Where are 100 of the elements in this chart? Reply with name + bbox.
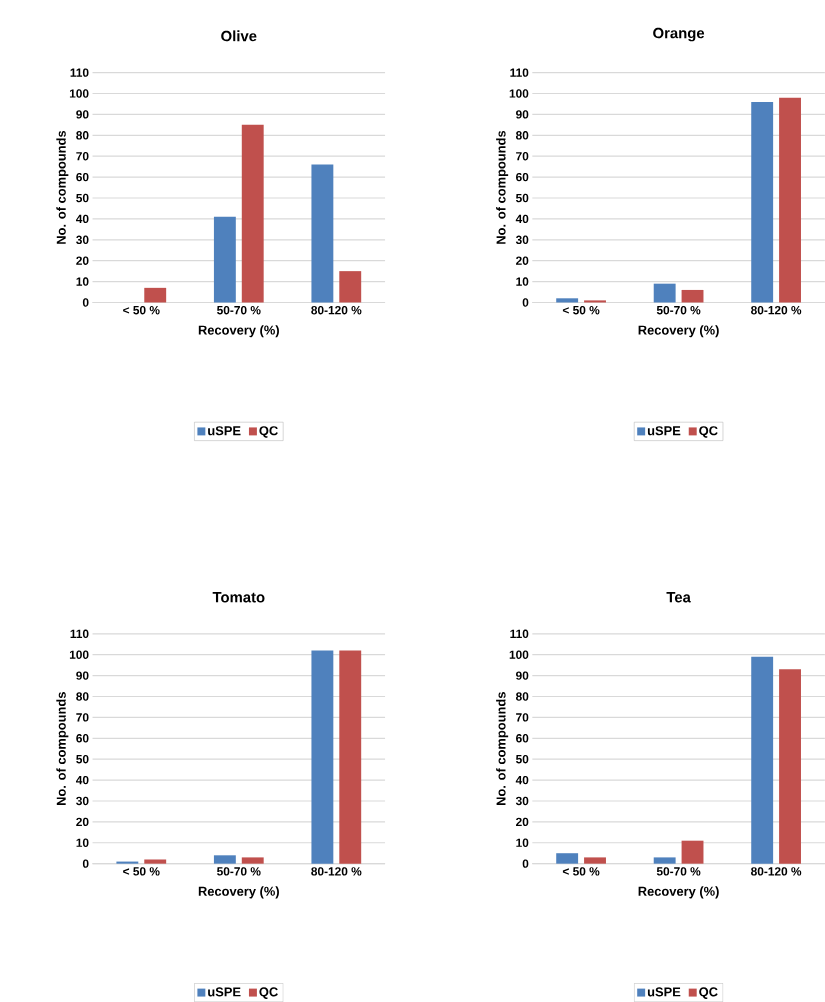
y-tick-label: 60 (76, 172, 89, 182)
bar (681, 840, 704, 864)
legend-label: uSPE (647, 426, 681, 436)
y-tick-label: 80 (515, 692, 529, 701)
chart-title: Olive (221, 30, 257, 42)
y-tick-label: 100 (69, 89, 89, 98)
y-tick-label: 20 (515, 817, 529, 827)
y-tick-label: 80 (515, 131, 529, 140)
y-tick-label: 50 (75, 754, 89, 764)
bar (653, 857, 676, 864)
bar (778, 97, 801, 303)
y-tick-label: 110 (70, 629, 89, 639)
bar (681, 289, 704, 303)
x-axis-title: Recovery (%) (198, 886, 279, 899)
y-tick-label: 70 (515, 713, 529, 722)
y-tick-label: 100 (509, 89, 529, 98)
y-tick-label: 70 (76, 713, 89, 722)
y-tick-label: 10 (516, 838, 529, 847)
bar (144, 859, 166, 864)
y-tick-label: 0 (522, 859, 529, 868)
y-tick-label: 0 (82, 859, 89, 868)
chart-title: Tomato (212, 592, 265, 603)
x-tick-label: 50-70 % (216, 867, 261, 876)
y-tick-label: 100 (509, 650, 529, 659)
y-tick-label: 30 (75, 235, 89, 245)
bar (116, 861, 139, 864)
x-tick-label: 80-120 % (750, 867, 802, 876)
bar (555, 298, 578, 303)
bar (751, 101, 773, 303)
y-tick-label: 10 (516, 277, 529, 286)
y-tick-label: 90 (76, 671, 89, 680)
y-tick-label: 60 (515, 172, 529, 182)
x-tick-label: 80-120 % (311, 867, 362, 876)
x-tick-label: 80-120 % (311, 305, 362, 315)
y-tick-label: 30 (515, 796, 529, 806)
legend-label: QC (699, 987, 718, 999)
y-tick-label: 100 (69, 650, 89, 659)
y-axis-title: No. of compounds (56, 130, 69, 244)
y-tick-label: 40 (515, 775, 529, 785)
chart-title: Orange (652, 27, 704, 42)
x-tick-label: 50-70 % (216, 305, 261, 315)
y-tick-label: 60 (515, 734, 529, 743)
y-tick-label: 0 (82, 298, 89, 307)
x-axis-title: Recovery (%) (198, 325, 279, 338)
bar (555, 853, 578, 864)
y-tick-label: 50 (515, 193, 529, 203)
legend-label: uSPE (207, 426, 241, 436)
y-tick-label: 30 (75, 796, 89, 806)
y-tick-label: 40 (75, 775, 89, 785)
y-tick-label: 90 (515, 671, 529, 680)
y-tick-label: 60 (76, 734, 89, 743)
bar (339, 271, 361, 303)
y-tick-label: 20 (76, 256, 89, 265)
x-axis-title: Recovery (%) (638, 325, 719, 338)
legend-label: QC (259, 987, 278, 999)
legend-label: QC (259, 426, 278, 438)
y-tick-label: 10 (76, 838, 89, 847)
bar (213, 855, 236, 864)
y-tick-label: 40 (515, 214, 529, 224)
y-tick-label: 110 (510, 68, 529, 77)
y-tick-label: 20 (515, 256, 529, 265)
bar (144, 287, 166, 303)
y-tick-label: 50 (75, 193, 89, 203)
y-tick-label: 80 (75, 692, 89, 701)
y-axis-title: No. of compounds (56, 692, 69, 806)
bar (241, 124, 264, 303)
bar (339, 650, 361, 864)
y-tick-label: 90 (515, 110, 529, 119)
y-tick-label: 110 (70, 68, 89, 77)
bar (583, 857, 606, 864)
y-tick-label: 110 (510, 629, 529, 639)
legend-label: QC (699, 426, 718, 438)
y-tick-label: 20 (76, 817, 89, 827)
bar (241, 857, 264, 864)
x-tick-label: 50-70 % (656, 867, 701, 876)
legend-label: uSPE (647, 987, 681, 997)
y-tick-label: 50 (515, 754, 529, 764)
y-tick-label: 80 (75, 131, 89, 140)
bar (311, 650, 334, 864)
bar (311, 164, 334, 303)
y-tick-label: 0 (522, 298, 529, 307)
bar (213, 216, 236, 303)
y-tick-label: 30 (515, 235, 529, 245)
x-tick-label: 50-70 % (656, 305, 701, 315)
x-tick-label: < 50 % (122, 305, 160, 315)
y-tick-label: 70 (515, 152, 529, 161)
bar (751, 656, 773, 864)
x-tick-label: 80-120 % (750, 305, 802, 315)
bar (778, 669, 801, 864)
bar (583, 300, 606, 303)
x-tick-label: < 50 % (122, 867, 160, 876)
bar (653, 283, 676, 303)
y-tick-label: 40 (75, 214, 89, 224)
y-axis-title: No. of compounds (495, 692, 508, 806)
x-tick-label: < 50 % (562, 867, 600, 876)
y-tick-label: 70 (76, 152, 89, 161)
y-tick-label: 10 (76, 277, 89, 286)
x-axis-title: Recovery (%) (638, 886, 719, 899)
legend-label: uSPE (207, 987, 241, 997)
y-tick-label: 90 (76, 110, 89, 119)
